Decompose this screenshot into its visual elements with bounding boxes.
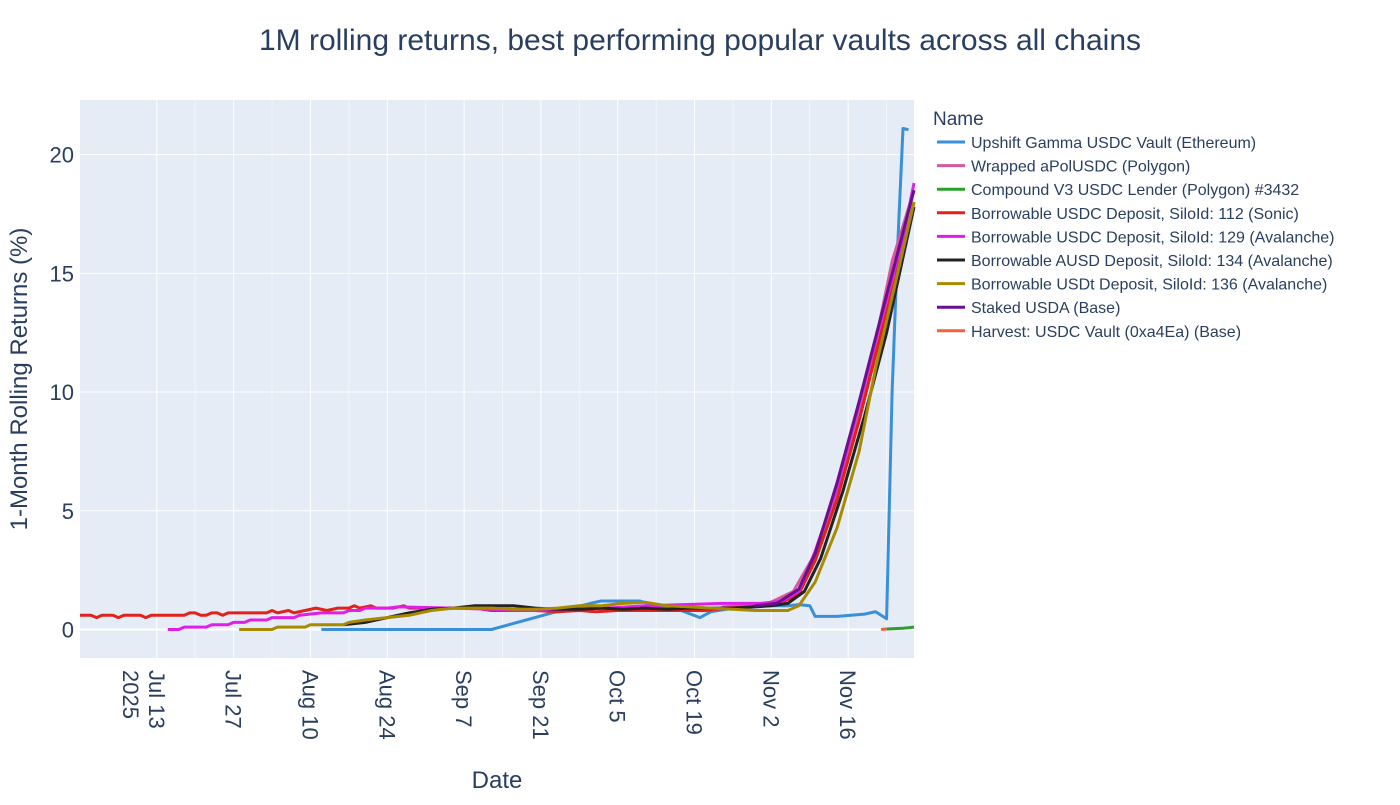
legend-label: Harvest: USDC Vault (0xa4Ea) (Base)	[971, 324, 1241, 341]
legend-label: Borrowable USDC Deposit, SiloId: 129 (Av…	[971, 229, 1334, 246]
legend-label: Borrowable USDC Deposit, SiloId: 112 (So…	[971, 206, 1299, 223]
x-tick-label: Jul 27	[221, 670, 246, 729]
legend-title: Name	[933, 109, 984, 130]
x-tick-label: Oct 19	[682, 670, 707, 735]
y-tick-label: 15	[50, 261, 74, 286]
legend-label: Staked USDA (Base)	[971, 300, 1120, 317]
legend-item[interactable]: Borrowable AUSD Deposit, SiloId: 134 (Av…	[937, 253, 1333, 270]
x-axis-title: Date	[472, 767, 523, 794]
legend-item[interactable]: Wrapped aPolUSDC (Polygon)	[937, 159, 1190, 176]
x-tick-label: Oct 5	[605, 670, 630, 723]
y-tick-label: 0	[62, 618, 74, 643]
legend-item[interactable]: Harvest: USDC Vault (0xa4Ea) (Base)	[937, 324, 1241, 341]
x-tick-label: Nov 16	[835, 670, 860, 740]
y-tick-labels: 0 5 10 15 20	[50, 143, 74, 643]
series-line-6	[239, 201, 916, 631]
x-tick-label: Jul 13	[144, 670, 169, 729]
y-tick-label: 20	[50, 143, 74, 168]
x-tick-label: Aug 10	[297, 670, 322, 740]
legend-item[interactable]: Upshift Gamma USDC Vault (Ethereum)	[937, 135, 1256, 152]
series-lines	[80, 127, 916, 631]
y-tick-label: 10	[50, 380, 74, 405]
legend-label: Borrowable USDt Deposit, SiloId: 136 (Av…	[971, 277, 1327, 294]
chart-title: 1M rolling returns, best performing popu…	[259, 24, 1141, 57]
x-tick-year-label: 2025	[118, 670, 143, 719]
legend[interactable]: Name Upshift Gamma USDC Vault (Ethereum)…	[933, 109, 1334, 341]
legend-label: Wrapped aPolUSDC (Polygon)	[971, 159, 1190, 176]
series-line-8	[880, 627, 887, 631]
legend-item[interactable]: Compound V3 USDC Lender (Polygon) #3432	[937, 182, 1299, 199]
legend-label: Borrowable AUSD Deposit, SiloId: 134 (Av…	[971, 253, 1333, 270]
legend-item[interactable]: Borrowable USDC Deposit, SiloId: 112 (So…	[937, 206, 1299, 223]
y-axis-title: 1-Month Rolling Returns (%)	[6, 228, 33, 531]
series-line-4	[167, 182, 916, 631]
legend-item[interactable]: Borrowable USDC Deposit, SiloId: 129 (Av…	[937, 229, 1334, 246]
x-tick-label: Aug 24	[374, 670, 399, 740]
plot-background	[80, 100, 914, 658]
x-tick-label: Sep 7	[451, 670, 476, 728]
y-tick-label: 5	[62, 499, 74, 524]
legend-label: Compound V3 USDC Lender (Polygon) #3432	[971, 182, 1299, 199]
legend-label: Upshift Gamma USDC Vault (Ethereum)	[971, 135, 1256, 152]
series-line-2	[886, 625, 915, 631]
x-tick-label: Nov 2	[758, 670, 783, 727]
legend-item[interactable]: Staked USDA (Base)	[937, 300, 1120, 317]
series-line-7	[754, 189, 916, 608]
x-tick-label: Sep 21	[528, 670, 553, 740]
legend-item[interactable]: Borrowable USDt Deposit, SiloId: 136 (Av…	[937, 277, 1327, 294]
